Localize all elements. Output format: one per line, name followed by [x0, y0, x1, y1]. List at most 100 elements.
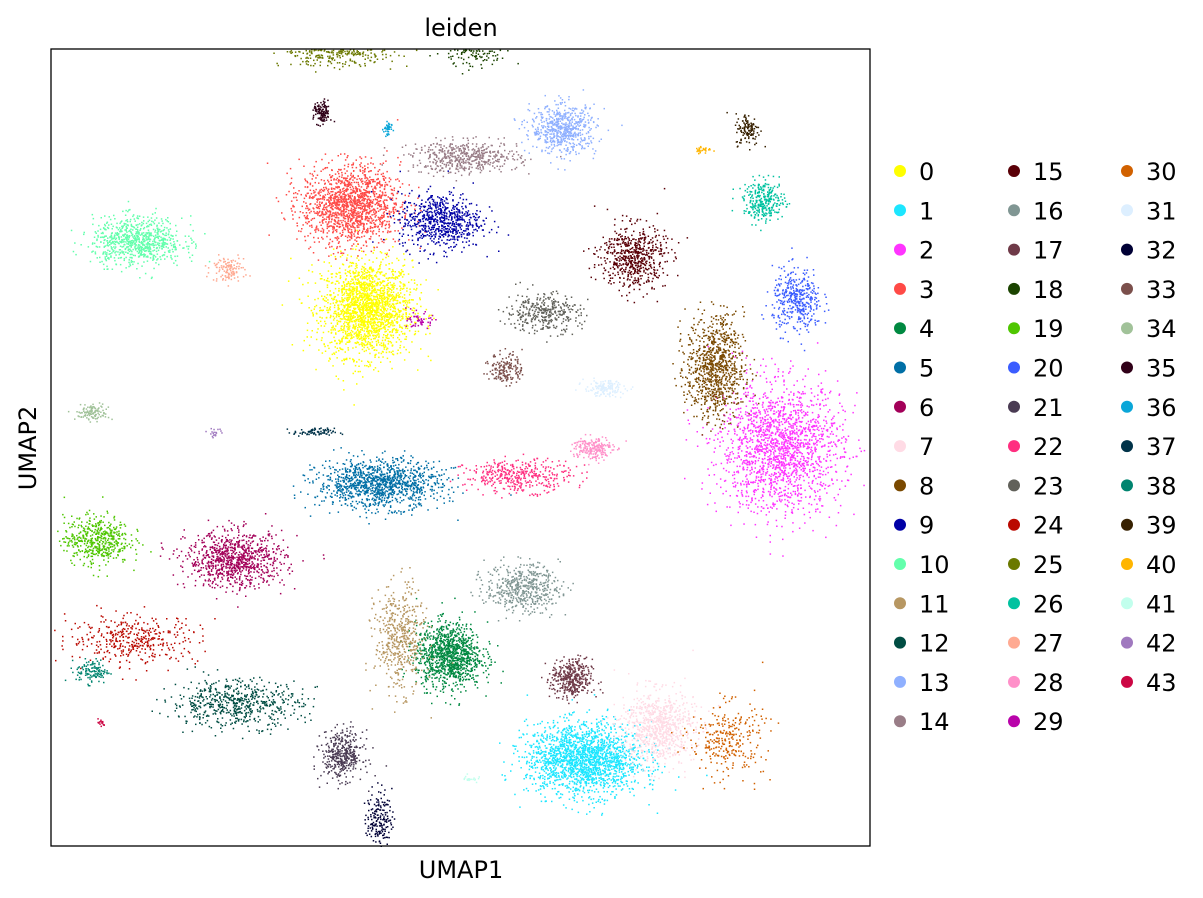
point [379, 292, 382, 294]
point [656, 762, 659, 765]
point [560, 738, 563, 740]
point [392, 277, 395, 279]
point [555, 779, 558, 781]
point [536, 740, 538, 743]
point [569, 743, 571, 745]
point [612, 741, 614, 744]
point [622, 747, 624, 750]
point [550, 762, 553, 765]
point [618, 756, 621, 758]
point [367, 320, 370, 323]
point [574, 764, 577, 766]
point [356, 314, 359, 316]
point [572, 796, 574, 799]
point [328, 280, 330, 283]
point [346, 254, 349, 256]
point [533, 724, 535, 726]
point [551, 771, 553, 773]
point [594, 736, 597, 738]
point [612, 777, 614, 780]
point [574, 761, 576, 764]
point [353, 327, 355, 329]
point [796, 380, 798, 382]
point [349, 340, 351, 343]
point [776, 500, 778, 502]
point [343, 305, 345, 307]
point [594, 768, 597, 771]
point [364, 364, 366, 367]
point [565, 731, 567, 733]
point [799, 425, 801, 427]
point [374, 327, 376, 330]
point [380, 295, 382, 297]
point [552, 738, 554, 741]
point [394, 297, 396, 300]
point [570, 753, 572, 755]
point [545, 738, 547, 740]
point [539, 738, 542, 741]
point [344, 321, 346, 323]
point [559, 744, 562, 747]
point [377, 297, 379, 300]
point [375, 316, 377, 319]
point [568, 727, 570, 730]
point [557, 791, 559, 793]
point [568, 787, 570, 789]
point [631, 768, 633, 770]
point [724, 453, 726, 455]
point [559, 762, 562, 764]
point [345, 318, 347, 321]
point [570, 727, 572, 730]
point [379, 289, 381, 291]
point [359, 326, 361, 328]
point [794, 492, 797, 495]
point [377, 294, 379, 296]
point [576, 748, 579, 751]
point [557, 747, 560, 750]
point [362, 338, 365, 341]
point [406, 302, 409, 304]
point [791, 509, 793, 511]
point [772, 481, 775, 483]
point [580, 762, 582, 765]
point [564, 776, 567, 778]
point [371, 307, 374, 310]
point [571, 780, 573, 782]
point [599, 770, 602, 772]
point [614, 755, 616, 758]
point [350, 265, 353, 267]
point [374, 354, 376, 357]
point [538, 742, 540, 745]
point [390, 277, 392, 279]
point [613, 725, 616, 727]
point [364, 263, 366, 265]
point [579, 786, 581, 788]
point [797, 412, 800, 414]
point [350, 333, 352, 336]
point [561, 776, 563, 778]
point [789, 453, 791, 455]
point [581, 749, 584, 752]
point [775, 426, 777, 428]
point [383, 319, 386, 321]
point [336, 322, 339, 324]
point [348, 327, 351, 329]
point [313, 308, 315, 310]
point [430, 359, 432, 362]
point [540, 749, 542, 752]
point [526, 761, 528, 763]
point [334, 295, 336, 298]
point [347, 303, 349, 305]
point [637, 739, 639, 742]
point [550, 746, 553, 748]
point [775, 476, 777, 478]
point [377, 332, 379, 334]
point [595, 801, 597, 803]
point [727, 454, 729, 457]
point [407, 306, 410, 309]
point [835, 444, 837, 446]
point [743, 393, 745, 395]
point [379, 313, 381, 315]
point [569, 772, 571, 774]
point [780, 453, 783, 455]
